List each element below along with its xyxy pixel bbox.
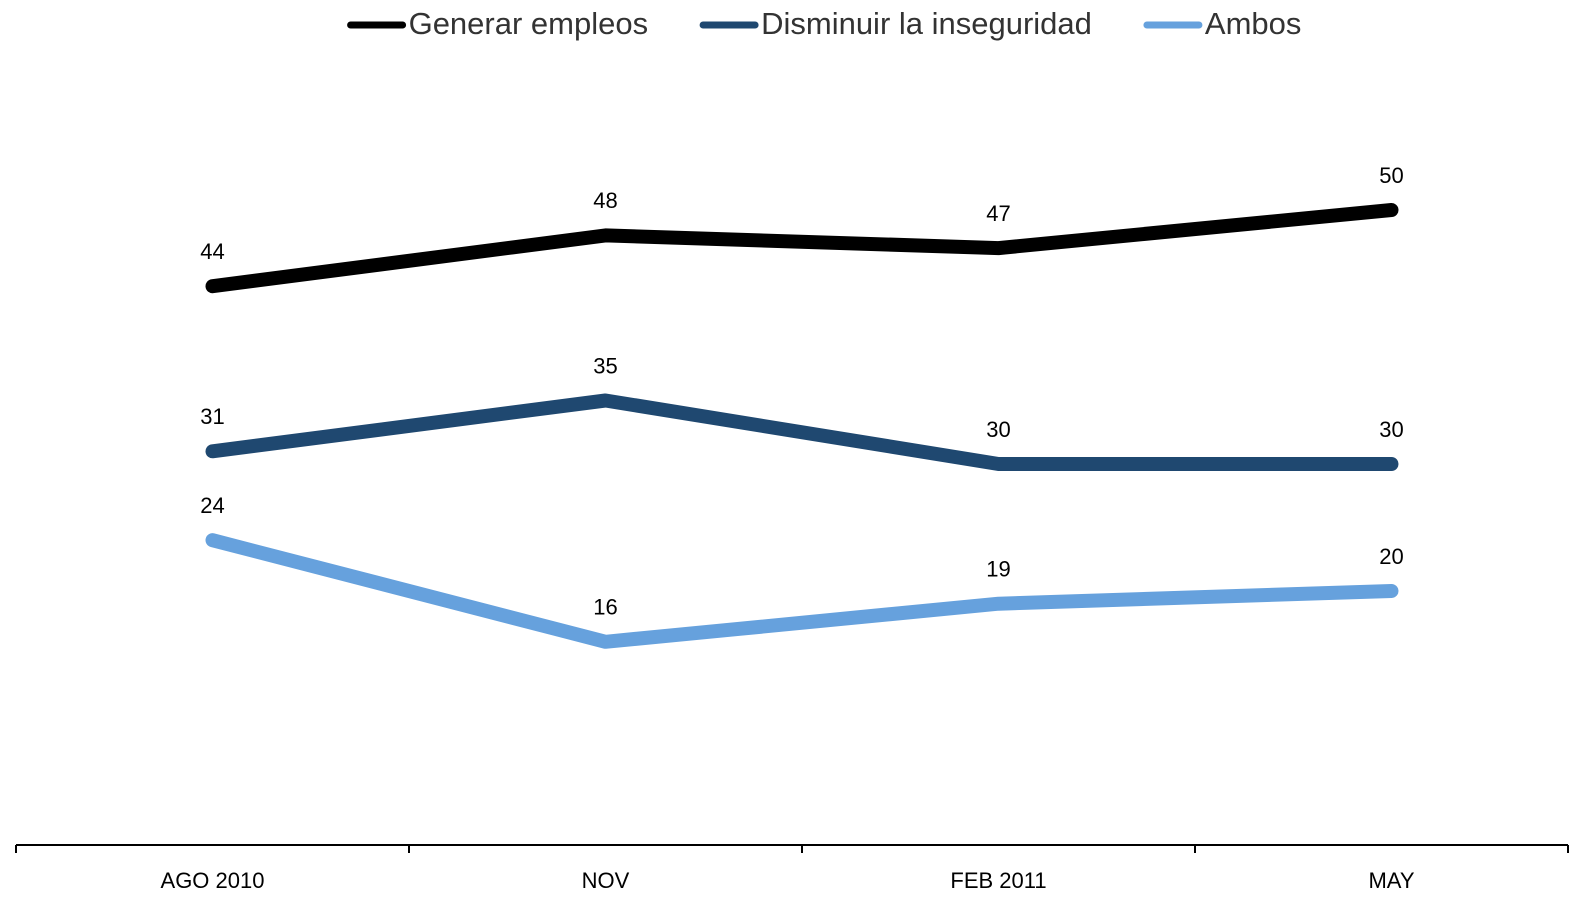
data-label: 47 xyxy=(986,201,1010,226)
data-label: 30 xyxy=(986,417,1010,442)
legend-label: Generar empleos xyxy=(409,6,649,41)
x-tick-label: NOV xyxy=(582,868,630,893)
legend-label: Disminuir la inseguridad xyxy=(761,6,1092,41)
series-line xyxy=(205,393,1399,471)
x-tick-label: MAY xyxy=(1368,868,1414,893)
data-label: 16 xyxy=(593,595,617,620)
series-line xyxy=(205,203,1399,294)
series-line xyxy=(205,533,1399,649)
data-label: 20 xyxy=(1379,544,1403,569)
data-label: 44 xyxy=(200,239,224,264)
data-label: 30 xyxy=(1379,417,1403,442)
data-label: 19 xyxy=(986,557,1010,582)
x-tick-label: AGO 2010 xyxy=(161,868,265,893)
data-label: 31 xyxy=(200,404,224,429)
legend-label: Ambos xyxy=(1205,6,1301,41)
x-tick-label: FEB 2011 xyxy=(950,868,1046,893)
data-label: 48 xyxy=(593,188,617,213)
data-label: 24 xyxy=(200,493,224,518)
data-label: 50 xyxy=(1379,163,1403,188)
data-label: 35 xyxy=(593,353,617,378)
